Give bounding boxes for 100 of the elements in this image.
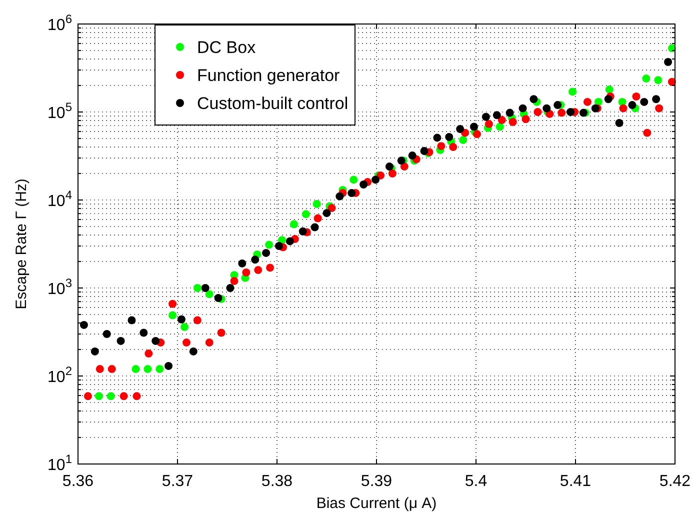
point xyxy=(388,170,396,178)
point xyxy=(348,189,356,198)
point xyxy=(652,95,660,104)
point xyxy=(568,88,577,96)
point xyxy=(238,259,246,268)
point xyxy=(230,277,238,286)
point xyxy=(312,200,321,208)
legend-label: Function generator xyxy=(197,66,340,85)
point xyxy=(152,336,160,345)
point xyxy=(254,266,262,274)
point xyxy=(322,209,331,218)
point xyxy=(140,328,148,337)
point xyxy=(433,134,442,142)
point xyxy=(242,268,250,277)
point xyxy=(265,240,274,249)
point xyxy=(640,98,648,106)
x-axis-title: Bias Current (μ A) xyxy=(316,495,437,512)
point xyxy=(144,350,153,358)
point xyxy=(654,76,662,84)
point xyxy=(336,192,344,200)
point xyxy=(262,248,270,257)
point xyxy=(189,347,198,356)
point xyxy=(470,122,478,131)
point xyxy=(90,347,99,356)
legend-label: Custom-built control xyxy=(197,94,348,113)
point xyxy=(400,162,408,171)
point xyxy=(96,365,104,374)
point xyxy=(437,142,446,150)
point xyxy=(420,147,428,156)
point xyxy=(643,128,652,137)
y-tick-label: 10$^{6}$ xyxy=(48,12,72,34)
point xyxy=(530,95,538,104)
x-tick-label: 5.4 xyxy=(464,473,488,490)
point xyxy=(632,92,640,101)
point xyxy=(120,392,128,400)
point xyxy=(496,122,504,131)
point xyxy=(558,108,566,117)
point xyxy=(534,108,542,116)
point xyxy=(193,284,202,292)
point xyxy=(108,365,116,374)
point xyxy=(449,143,458,152)
y-tick-label: 10$^{4}$ xyxy=(48,188,72,210)
point xyxy=(484,120,493,128)
point xyxy=(94,392,103,400)
point xyxy=(177,315,186,324)
point xyxy=(156,365,164,374)
point xyxy=(132,392,141,400)
point xyxy=(498,116,506,124)
y-tick-label: 10$^{1}$ xyxy=(48,452,72,474)
point xyxy=(619,104,628,112)
point xyxy=(128,316,136,324)
point xyxy=(168,311,177,320)
point xyxy=(217,328,226,337)
x-tick-label: 5.41 xyxy=(560,473,592,490)
point xyxy=(604,95,612,104)
point xyxy=(445,132,454,141)
point xyxy=(274,242,283,250)
x-tick-label: 5.42 xyxy=(659,473,691,490)
x-tick-label: 5.38 xyxy=(261,473,293,490)
point xyxy=(372,176,380,184)
point xyxy=(518,104,527,112)
point xyxy=(84,392,92,400)
point xyxy=(116,336,125,345)
point xyxy=(605,86,614,94)
x-tick-label: 5.36 xyxy=(62,473,94,490)
point xyxy=(80,320,88,329)
point xyxy=(205,338,214,347)
point xyxy=(492,111,501,120)
x-tick-label: 5.39 xyxy=(360,473,392,490)
y-axis-title: Escape Rate Γ (Hz) xyxy=(13,178,30,310)
point xyxy=(164,362,173,370)
point xyxy=(226,284,234,292)
point xyxy=(180,323,188,332)
y-tick-label: 10$^{3}$ xyxy=(48,276,72,298)
point xyxy=(628,101,636,110)
legend-label: DC Box xyxy=(197,38,256,57)
point xyxy=(251,256,260,264)
y-tick-label: 10$^{2}$ xyxy=(48,364,72,386)
point xyxy=(583,98,592,106)
point xyxy=(459,136,468,144)
point xyxy=(508,118,517,126)
point xyxy=(290,220,298,228)
point xyxy=(132,365,140,374)
point xyxy=(214,294,222,302)
point xyxy=(522,115,530,124)
point xyxy=(350,176,358,184)
point xyxy=(193,316,202,324)
point xyxy=(310,223,319,232)
point xyxy=(144,365,152,374)
point xyxy=(201,284,210,292)
point xyxy=(542,104,551,112)
point xyxy=(566,108,575,116)
point xyxy=(286,237,294,246)
point xyxy=(102,330,111,338)
point xyxy=(182,338,190,347)
point xyxy=(408,152,416,160)
point xyxy=(266,264,274,272)
point xyxy=(482,112,490,121)
point xyxy=(302,210,310,218)
point xyxy=(360,180,368,189)
